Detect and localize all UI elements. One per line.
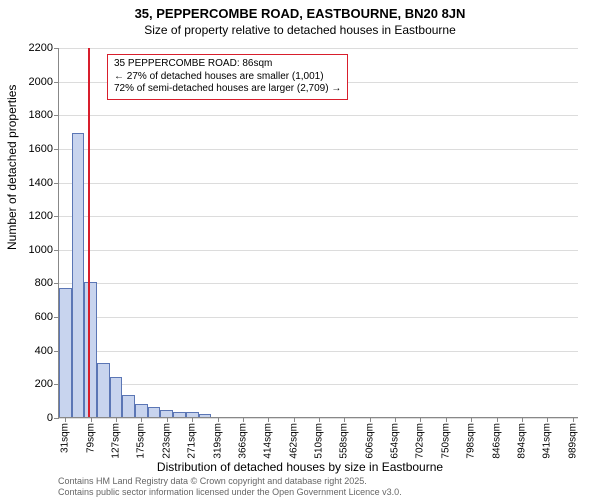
xtick-mark	[218, 417, 219, 422]
xtick-mark	[141, 417, 142, 422]
footer-line1: Contains HM Land Registry data © Crown c…	[58, 476, 402, 487]
annotation-line: ← 27% of detached houses are smaller (1,…	[114, 71, 341, 84]
ytick-label: 2200	[29, 42, 53, 54]
xtick-label: 941sqm	[542, 423, 553, 459]
annotation-box: 35 PEPPERCOMBE ROAD: 86sqm← 27% of detac…	[107, 54, 348, 100]
histogram-bar	[72, 133, 85, 417]
gridline	[59, 149, 578, 150]
xtick-label: 846sqm	[491, 423, 502, 459]
chart-title-line1: 35, PEPPERCOMBE ROAD, EASTBOURNE, BN20 8…	[0, 6, 600, 21]
gridline	[59, 250, 578, 251]
histogram-bar	[135, 404, 148, 417]
ytick-mark	[54, 183, 59, 184]
ytick-label: 1000	[29, 244, 53, 256]
xtick-mark	[370, 417, 371, 422]
histogram-bar	[148, 407, 161, 417]
ytick-label: 400	[35, 345, 53, 357]
ytick-mark	[54, 250, 59, 251]
ytick-mark	[54, 216, 59, 217]
ytick-mark	[54, 149, 59, 150]
xtick-mark	[395, 417, 396, 422]
xtick-label: 654sqm	[390, 423, 401, 459]
ytick-mark	[54, 115, 59, 116]
xtick-mark	[497, 417, 498, 422]
xtick-label: 510sqm	[314, 423, 325, 459]
chart-area: 0200400600800100012001400160018002000220…	[58, 48, 578, 418]
xtick-label: 462sqm	[288, 423, 299, 459]
xtick-mark	[243, 417, 244, 422]
gridline	[59, 216, 578, 217]
ytick-label: 1800	[29, 109, 53, 121]
ytick-mark	[54, 418, 59, 419]
xtick-mark	[268, 417, 269, 422]
xtick-mark	[573, 417, 574, 422]
xtick-label: 894sqm	[516, 423, 527, 459]
gridline	[59, 317, 578, 318]
xtick-mark	[167, 417, 168, 422]
histogram-bar	[84, 282, 97, 417]
histogram-bar	[173, 412, 186, 417]
xtick-label: 798sqm	[466, 423, 477, 459]
xtick-label: 989sqm	[567, 423, 578, 459]
ytick-label: 2000	[29, 76, 53, 88]
ytick-label: 1600	[29, 143, 53, 155]
gridline	[59, 351, 578, 352]
y-axis-label: Number of detached properties	[5, 85, 19, 250]
annotation-line: 35 PEPPERCOMBE ROAD: 86sqm	[114, 58, 341, 71]
ytick-label: 200	[35, 378, 53, 390]
gridline	[59, 48, 578, 49]
xtick-mark	[319, 417, 320, 422]
chart-title-line2: Size of property relative to detached ho…	[0, 23, 600, 37]
ytick-label: 1200	[29, 210, 53, 222]
xtick-label: 31sqm	[60, 423, 71, 453]
annotation-line: 72% of semi-detached houses are larger (…	[114, 83, 341, 96]
xtick-mark	[446, 417, 447, 422]
xtick-label: 127sqm	[111, 423, 122, 459]
xtick-mark	[344, 417, 345, 422]
histogram-bar	[59, 288, 72, 418]
xtick-mark	[547, 417, 548, 422]
chart-title-block: 35, PEPPERCOMBE ROAD, EASTBOURNE, BN20 8…	[0, 0, 600, 37]
histogram-bar	[199, 414, 212, 417]
ytick-mark	[54, 48, 59, 49]
xtick-mark	[65, 417, 66, 422]
gridline	[59, 283, 578, 284]
ytick-mark	[54, 82, 59, 83]
xtick-label: 223sqm	[161, 423, 172, 459]
xtick-mark	[522, 417, 523, 422]
ytick-label: 800	[35, 277, 53, 289]
xtick-mark	[192, 417, 193, 422]
xtick-label: 606sqm	[364, 423, 375, 459]
plot-area: 0200400600800100012001400160018002000220…	[58, 48, 578, 418]
xtick-label: 414sqm	[263, 423, 274, 459]
histogram-bar	[122, 395, 135, 417]
x-axis-label: Distribution of detached houses by size …	[0, 460, 600, 474]
xtick-mark	[420, 417, 421, 422]
xtick-mark	[294, 417, 295, 422]
xtick-mark	[116, 417, 117, 422]
histogram-bar	[97, 363, 110, 417]
gridline	[59, 384, 578, 385]
ytick-label: 0	[47, 412, 53, 424]
marker-line	[88, 48, 90, 417]
xtick-label: 366sqm	[237, 423, 248, 459]
xtick-mark	[471, 417, 472, 422]
xtick-label: 271sqm	[187, 423, 198, 459]
histogram-bar	[110, 377, 123, 417]
gridline	[59, 183, 578, 184]
footer-line2: Contains public sector information licen…	[58, 487, 402, 498]
xtick-label: 79sqm	[85, 423, 96, 453]
xtick-label: 175sqm	[136, 423, 147, 459]
chart-footer: Contains HM Land Registry data © Crown c…	[58, 476, 402, 498]
ytick-mark	[54, 283, 59, 284]
xtick-label: 702sqm	[415, 423, 426, 459]
xtick-label: 750sqm	[440, 423, 451, 459]
ytick-label: 600	[35, 311, 53, 323]
xtick-mark	[91, 417, 92, 422]
xtick-label: 319sqm	[212, 423, 223, 459]
ytick-label: 1400	[29, 177, 53, 189]
gridline	[59, 115, 578, 116]
xtick-label: 558sqm	[339, 423, 350, 459]
histogram-bar	[160, 410, 173, 417]
